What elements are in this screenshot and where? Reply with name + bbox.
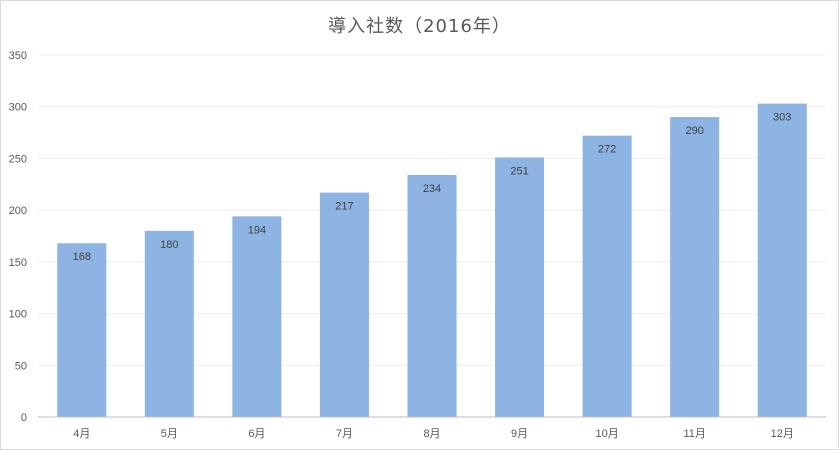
x-tick-label-8月: 8月: [423, 428, 440, 440]
bar-11月: [670, 117, 720, 418]
data-label-7月: 217: [335, 201, 353, 213]
data-label-6月: 194: [248, 224, 266, 236]
bar-5月: [144, 230, 194, 417]
x-tick-label-7月: 7月: [336, 428, 353, 440]
y-tick-label-0: 0: [21, 412, 27, 424]
data-label-8月: 234: [423, 183, 441, 195]
bar-6月: [232, 216, 282, 417]
bar-4月: [57, 243, 107, 417]
x-tick-label-11月: 11月: [683, 428, 705, 440]
bar-7月: [319, 192, 369, 417]
bars: 168 180 194 217 234 251 272 290 303: [57, 103, 807, 418]
bar-9月: [495, 157, 545, 417]
y-tick-label-250: 250: [9, 153, 27, 165]
bar-8月: [407, 174, 457, 417]
x-tick-label-9月: 9月: [511, 428, 528, 440]
y-tick-label-300: 300: [9, 102, 27, 114]
data-label-10月: 272: [598, 144, 616, 156]
data-label-9月: 251: [510, 165, 528, 177]
y-tick-label-100: 100: [9, 309, 27, 321]
chart-title: 導入社数（2016年）: [328, 16, 511, 37]
y-tick-label-50: 50: [15, 360, 27, 372]
data-label-11月: 290: [685, 125, 703, 137]
y-tick-label-150: 150: [9, 257, 27, 269]
data-label-4月: 168: [73, 251, 91, 263]
bar-10月: [582, 135, 632, 417]
x-tick-label-6月: 6月: [248, 428, 265, 440]
y-tick-label-200: 200: [9, 205, 27, 217]
x-tick-label-5月: 5月: [161, 428, 178, 440]
axes: 0 50 100 150 200 250 300 350 4月 5月 6月 7月 8月 9月 10月 11月 1…: [9, 50, 826, 440]
bar-12月: [757, 103, 807, 418]
x-tick-label-12月: 12月: [771, 428, 794, 440]
x-tick-label-4月: 4月: [73, 428, 90, 440]
y-tick-label-350: 350: [9, 50, 27, 62]
data-label-5月: 180: [160, 239, 178, 251]
x-tick-label-10月: 10月: [595, 428, 618, 440]
data-label-12月: 303: [773, 112, 791, 124]
